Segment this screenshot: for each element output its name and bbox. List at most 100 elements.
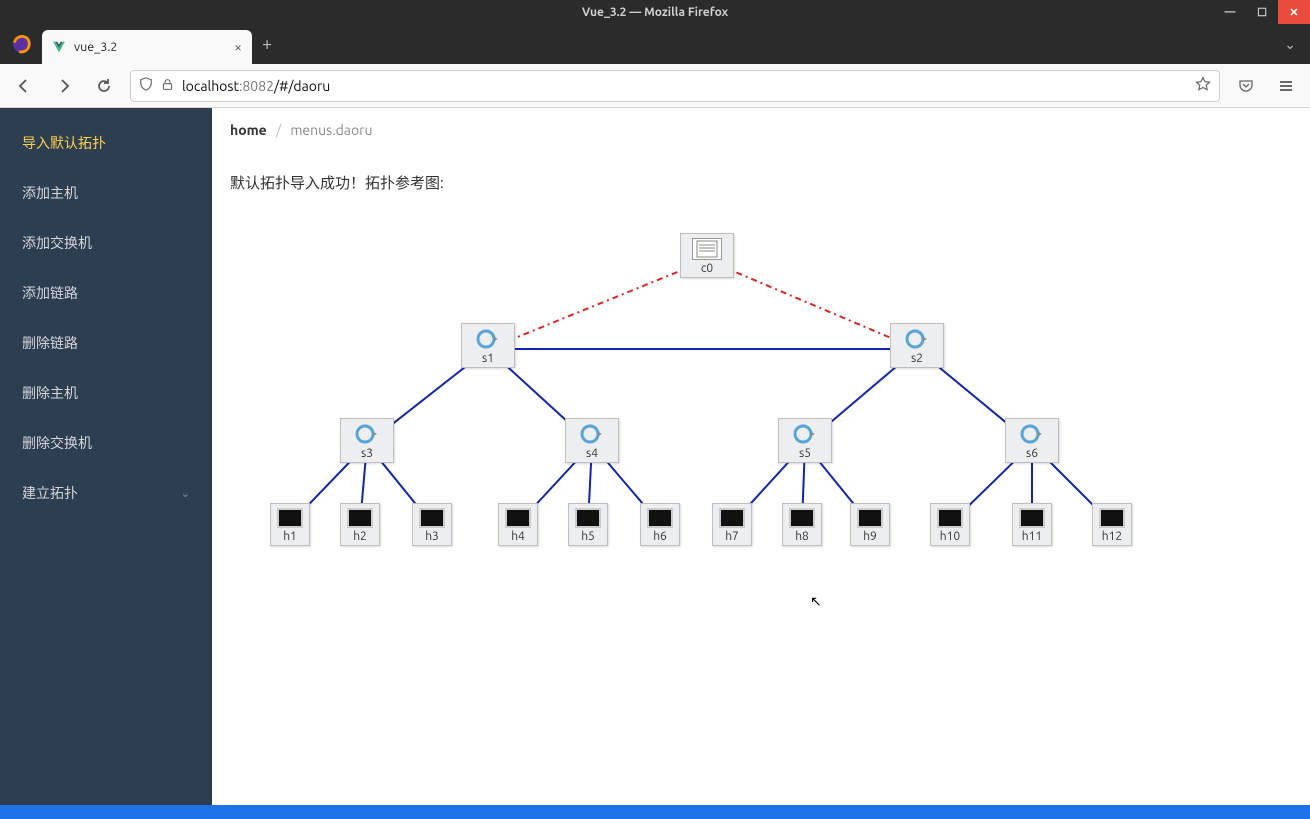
window-title: Vue_3.2 — Mozilla Firefox [582,6,728,19]
breadcrumb-home[interactable]: home [230,122,267,138]
pocket-icon[interactable] [1232,72,1260,100]
host-icon [789,508,815,528]
switch-icon [352,423,382,445]
switch-icon [577,423,607,445]
chevron-down-icon: ⌄ [181,487,190,500]
topology-node-label: h11 [1022,530,1042,543]
topology-node-host[interactable]: h3 [412,503,452,546]
url-path: /#/daoru [274,78,330,94]
sidebar-item[interactable]: 导入默认拓扑 [0,118,212,168]
host-icon [937,508,963,528]
host-icon [647,508,673,528]
topology-node-host[interactable]: h11 [1012,503,1052,546]
sidebar-item[interactable]: 添加主机 [0,168,212,218]
host-icon [575,508,601,528]
lock-icon[interactable] [161,78,174,94]
topology-node-label: h6 [653,530,667,543]
topology-node-label: h12 [1102,530,1122,543]
sidebar-item-label: 删除主机 [22,383,78,403]
vue-icon [52,40,66,54]
switch-icon [473,328,503,350]
sidebar-item-label: 添加链路 [22,283,78,303]
topology-node-switch[interactable]: s6 [1005,418,1059,463]
topology-node-label: h7 [725,530,739,543]
topology-node-switch[interactable]: s5 [778,418,832,463]
topology-node-label: h5 [581,530,595,543]
breadcrumb: home / menus.daoru [212,108,1310,152]
topology-node-switch[interactable]: s4 [565,418,619,463]
topology-node-controller[interactable]: c0 [680,233,734,278]
topology-node-host[interactable]: h10 [930,503,970,546]
page-viewport: 导入默认拓扑添加主机添加交换机添加链路删除链路删除主机删除交换机建立拓扑⌄ ho… [0,108,1310,805]
sidebar-item[interactable]: 删除交换机 [0,418,212,468]
url-port: :8082 [239,78,274,94]
topology-node-label: s5 [799,447,811,460]
firefox-icon [8,30,36,58]
browser-tab[interactable]: vue_3.2 × [42,30,252,64]
app-menu-button[interactable] [1272,72,1300,100]
host-icon [419,508,445,528]
forward-button[interactable] [50,72,78,100]
host-icon [1099,508,1125,528]
bookmark-star-icon[interactable] [1195,76,1211,95]
browser-toolbar: localhost:8082/#/daoru [0,64,1310,108]
window-minimize-button[interactable]: — [1214,0,1246,24]
sidebar-item-label: 添加交换机 [22,233,92,253]
topology-edge [488,260,707,349]
topology-node-switch[interactable]: s2 [890,323,944,368]
sidebar-item[interactable]: 删除链路 [0,318,212,368]
sidebar-item-label: 删除链路 [22,333,78,353]
topology-node-label: h8 [795,530,809,543]
tabs-list-button[interactable]: ⌄ [1284,36,1302,53]
topology-node-host[interactable]: h5 [568,503,608,546]
url-host: localhost [182,78,239,94]
host-icon [719,508,745,528]
success-message: 默认拓扑导入成功！拓扑参考图: [212,152,1310,193]
host-icon [857,508,883,528]
taskbar [0,805,1310,819]
sidebar-item[interactable]: 添加链路 [0,268,212,318]
new-tab-button[interactable]: + [262,34,272,54]
topology-node-label: h10 [940,530,960,543]
topology-node-label: h4 [511,530,525,543]
topology-node-host[interactable]: h4 [498,503,538,546]
reload-button[interactable] [90,72,118,100]
url-bar[interactable]: localhost:8082/#/daoru [130,70,1220,102]
topology-node-label: s6 [1026,447,1038,460]
back-button[interactable] [10,72,38,100]
topology-node-host[interactable]: h1 [270,503,310,546]
sidebar: 导入默认拓扑添加主机添加交换机添加链路删除链路删除主机删除交换机建立拓扑⌄ [0,108,212,805]
window-close-button[interactable]: ✕ [1278,0,1310,24]
topology-node-label: h2 [353,530,367,543]
topology-node-switch[interactable]: s1 [461,323,515,368]
host-icon [277,508,303,528]
shield-icon[interactable] [139,77,153,94]
window-titlebar: Vue_3.2 — Mozilla Firefox — ☐ ✕ [0,0,1310,24]
topology-node-label: s2 [911,352,923,365]
tab-close-icon[interactable]: × [234,39,242,55]
sidebar-item-label: 删除交换机 [22,433,92,453]
topology-node-label: h9 [863,530,877,543]
switch-icon [1017,423,1047,445]
topology-node-host[interactable]: h9 [850,503,890,546]
sidebar-item-label: 添加主机 [22,183,78,203]
topology-node-label: s4 [586,447,598,460]
topology-node-label: c0 [701,262,713,275]
host-icon [505,508,531,528]
topology-node-label: s1 [482,352,494,365]
tab-title: vue_3.2 [74,40,226,54]
topology-node-label: s3 [361,447,373,460]
sidebar-item[interactable]: 删除主机 [0,368,212,418]
topology-node-host[interactable]: h7 [712,503,752,546]
window-maximize-button[interactable]: ☐ [1246,0,1278,24]
topology-node-switch[interactable]: s3 [340,418,394,463]
topology-node-label: h3 [425,530,439,543]
topology-edge [707,260,917,349]
topology-diagram: c0 s1 s2 s3 s4 s5 s6 h1 h2 h3 h4 h5 h6 h7 h8 h9 h10 h11 h1… [230,223,1130,573]
topology-node-host[interactable]: h2 [340,503,380,546]
topology-node-host[interactable]: h6 [640,503,680,546]
sidebar-item[interactable]: 建立拓扑⌄ [0,468,212,518]
topology-node-host[interactable]: h12 [1092,503,1132,546]
topology-node-host[interactable]: h8 [782,503,822,546]
sidebar-item[interactable]: 添加交换机 [0,218,212,268]
